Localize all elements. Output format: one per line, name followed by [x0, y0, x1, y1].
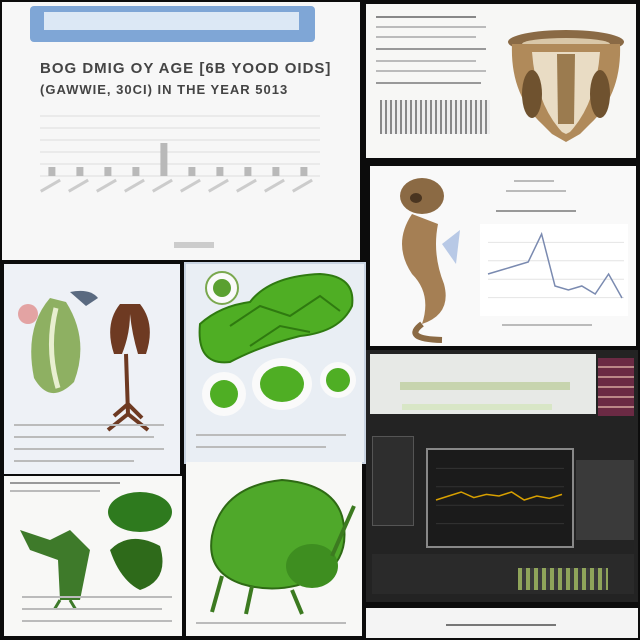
top-right-skull-page [366, 4, 636, 158]
bar [300, 167, 308, 176]
chart-title: BOG DMIG OY AGE [6B YOOD OIDS] [40, 60, 332, 77]
bar [48, 167, 56, 176]
bar [76, 167, 84, 176]
green-beetle-icon [192, 466, 358, 620]
tick-label [292, 178, 313, 193]
bar [244, 167, 252, 176]
green-plant-specimen-icon [10, 490, 176, 614]
bottom-left-plant-page [4, 476, 182, 636]
tick-label [208, 178, 229, 193]
axis-caption [174, 242, 214, 248]
barcode-strip [380, 100, 490, 134]
tick-label [152, 178, 173, 193]
series-line [435, 491, 563, 501]
bottom-center-beetle-page [186, 462, 362, 636]
tick-label [236, 178, 257, 193]
left-screen [372, 436, 414, 526]
tick-label [263, 178, 285, 193]
toolbar [370, 354, 596, 414]
root-specimen-icon [100, 294, 160, 438]
chart-subtitle: (GAWWIE, 30CI) IN THE YEAR 5013 [40, 82, 289, 97]
plant-specimen-icon [10, 278, 100, 422]
green-cell-tissue-icon [190, 266, 360, 380]
bottom-right-strip [366, 608, 638, 638]
right-screen [576, 460, 634, 540]
chart-screen [426, 448, 574, 548]
series-line [487, 231, 623, 299]
dinosaur-skull-icon [502, 24, 630, 148]
tick-label [124, 178, 145, 193]
tick-label [68, 178, 89, 193]
top-left-chart-page: BOG DMIG OY AGE [6B YOOD OIDS] (GAWWIE, … [2, 2, 360, 260]
bottom-right-ui-panel [366, 350, 638, 602]
bar [216, 167, 224, 176]
bar [188, 167, 196, 176]
side-swatches [598, 358, 634, 416]
line-chart [480, 224, 628, 316]
center-tissue-page [184, 262, 366, 464]
tick-label [39, 178, 61, 193]
bottom-strip [372, 554, 634, 594]
screen-line-chart [435, 467, 564, 525]
tick-label [96, 178, 117, 193]
bar [272, 167, 280, 176]
tick-label [179, 178, 201, 193]
bar [132, 167, 140, 176]
bar [160, 143, 168, 176]
seahorse-creature-icon [382, 174, 462, 346]
mid-left-specimen-page [4, 264, 180, 474]
cell-cluster-icon [194, 350, 360, 424]
bar-chart [39, 115, 320, 193]
mid-right-line-chart-page [370, 166, 636, 346]
header-bar-inner [44, 12, 299, 30]
bar [104, 167, 112, 176]
